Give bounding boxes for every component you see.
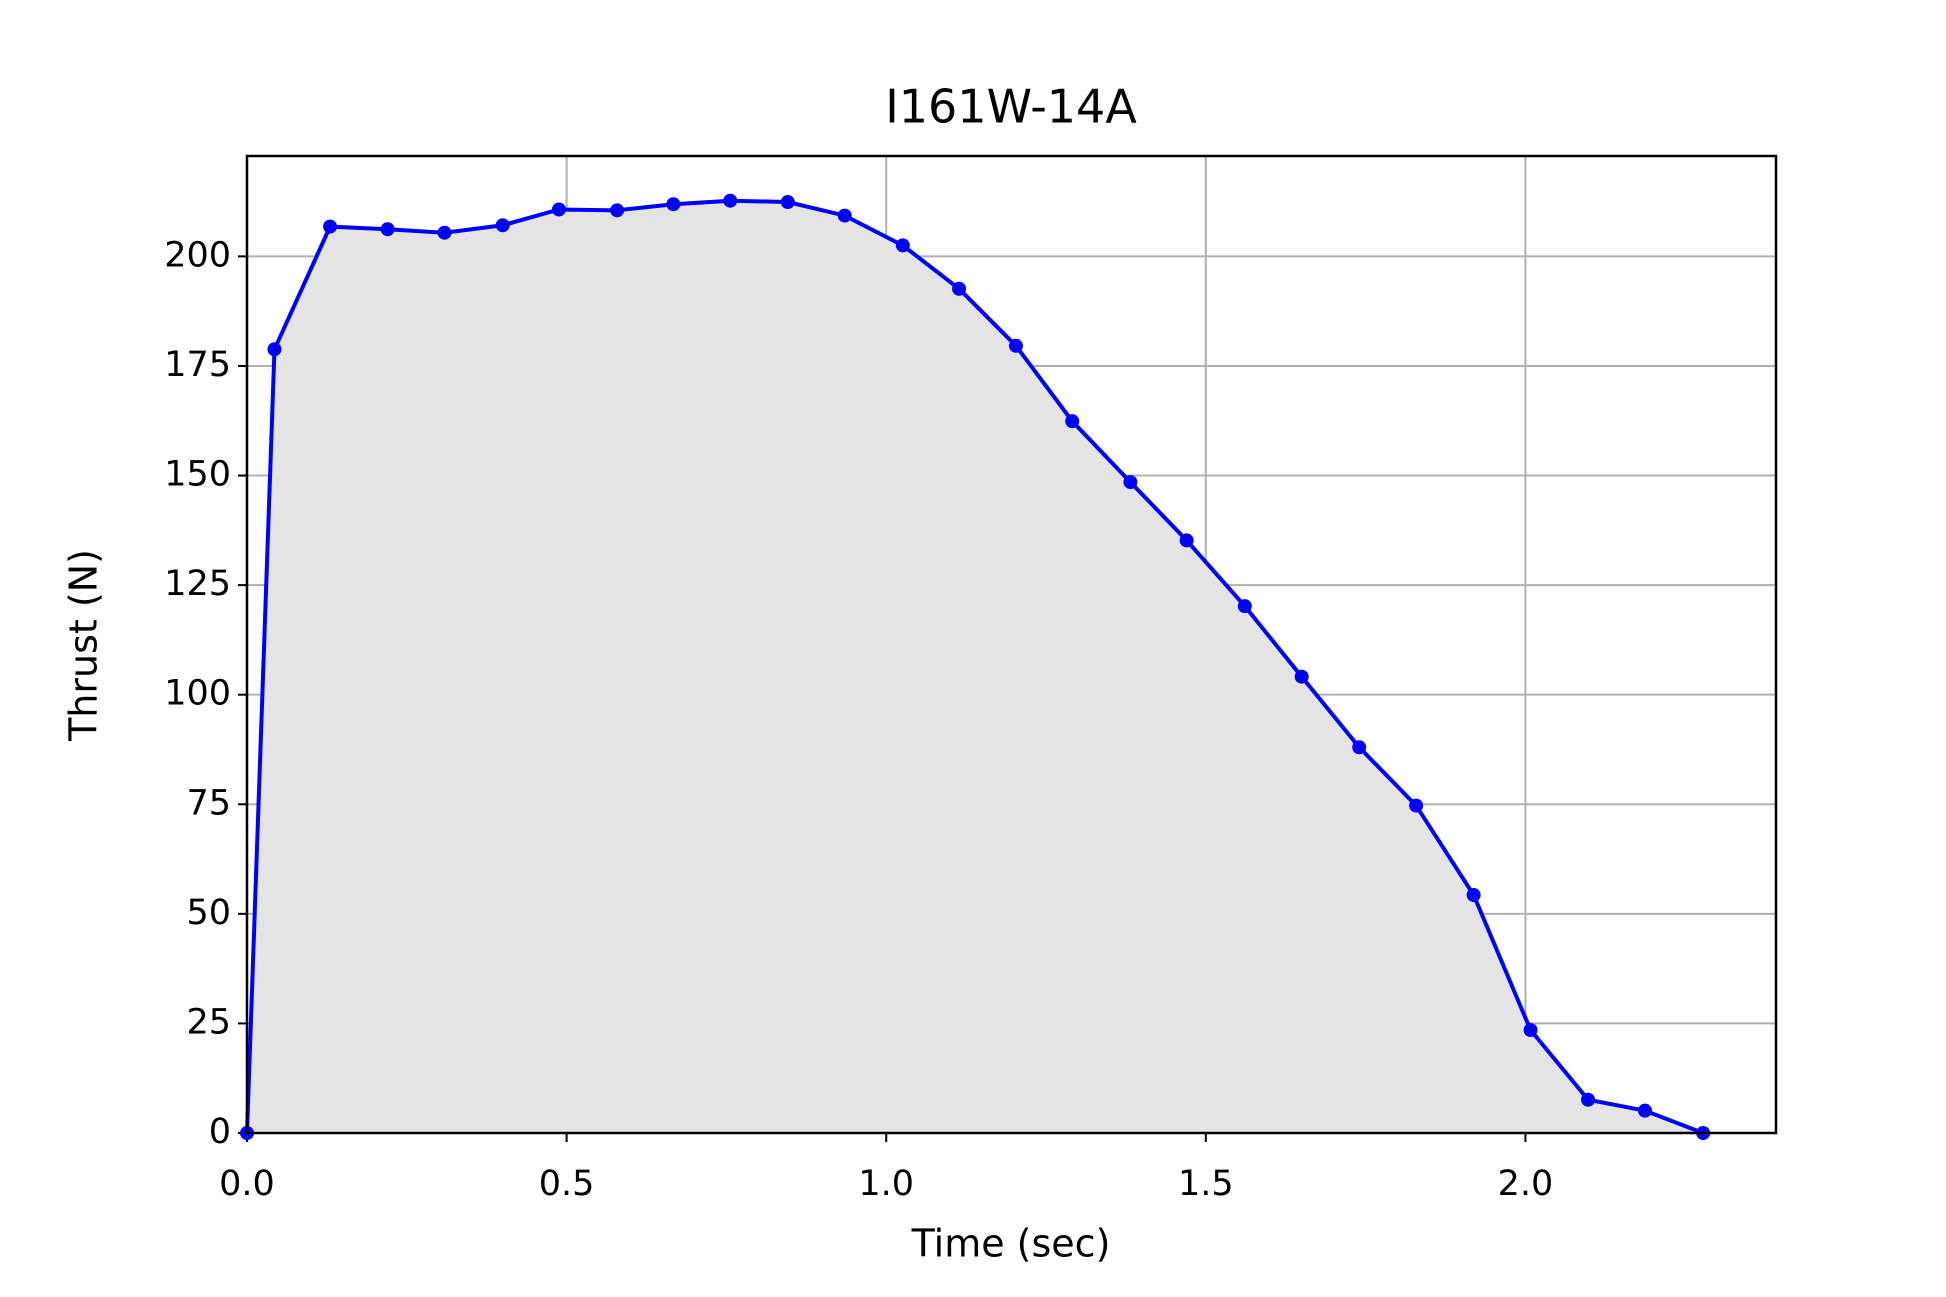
- marker: [666, 197, 681, 212]
- y-tick-label: 125: [164, 564, 231, 604]
- marker: [1294, 669, 1309, 684]
- x-tick-label: 1.5: [1178, 1164, 1234, 1204]
- y-tick-label: 150: [164, 455, 231, 495]
- marker: [1409, 798, 1424, 813]
- chart-title: I161W-14A: [885, 80, 1137, 134]
- x-tick-label: 0.0: [219, 1164, 275, 1204]
- y-tick-label: 50: [186, 893, 231, 933]
- x-tick-label: 1.0: [858, 1164, 914, 1204]
- marker: [1179, 533, 1194, 548]
- marker: [952, 281, 967, 296]
- marker: [323, 219, 338, 234]
- marker: [1352, 740, 1367, 755]
- marker: [495, 218, 510, 233]
- marker: [1123, 475, 1138, 490]
- y-tick-label: 200: [164, 235, 231, 275]
- x-tick-label: 0.5: [539, 1164, 595, 1204]
- marker: [1065, 414, 1080, 429]
- marker: [780, 195, 795, 210]
- y-tick-label: 0: [209, 1112, 231, 1152]
- marker: [837, 208, 852, 223]
- marker: [1008, 338, 1023, 353]
- y-tick-label: 75: [186, 783, 231, 823]
- area: [247, 200, 1704, 1133]
- y-tick-label: 175: [164, 345, 231, 385]
- marker: [1523, 1022, 1538, 1037]
- x-tick-label: 2.0: [1498, 1164, 1554, 1204]
- marker: [1637, 1103, 1652, 1118]
- y-tick-label: 25: [186, 1002, 231, 1042]
- marker: [1466, 887, 1481, 902]
- y-axis-label: Thrust (N): [62, 549, 106, 742]
- x-axis-label: Time (sec): [911, 1222, 1111, 1266]
- plot-frame: [245, 154, 1778, 1135]
- marker: [610, 203, 625, 218]
- marker: [380, 222, 395, 237]
- marker: [1581, 1092, 1596, 1107]
- marker: [267, 342, 282, 357]
- marker: [437, 225, 452, 240]
- marker: [723, 193, 738, 208]
- y-tick-label: 100: [164, 674, 231, 714]
- marker: [895, 238, 910, 253]
- marker: [1237, 599, 1252, 614]
- marker: [551, 202, 566, 217]
